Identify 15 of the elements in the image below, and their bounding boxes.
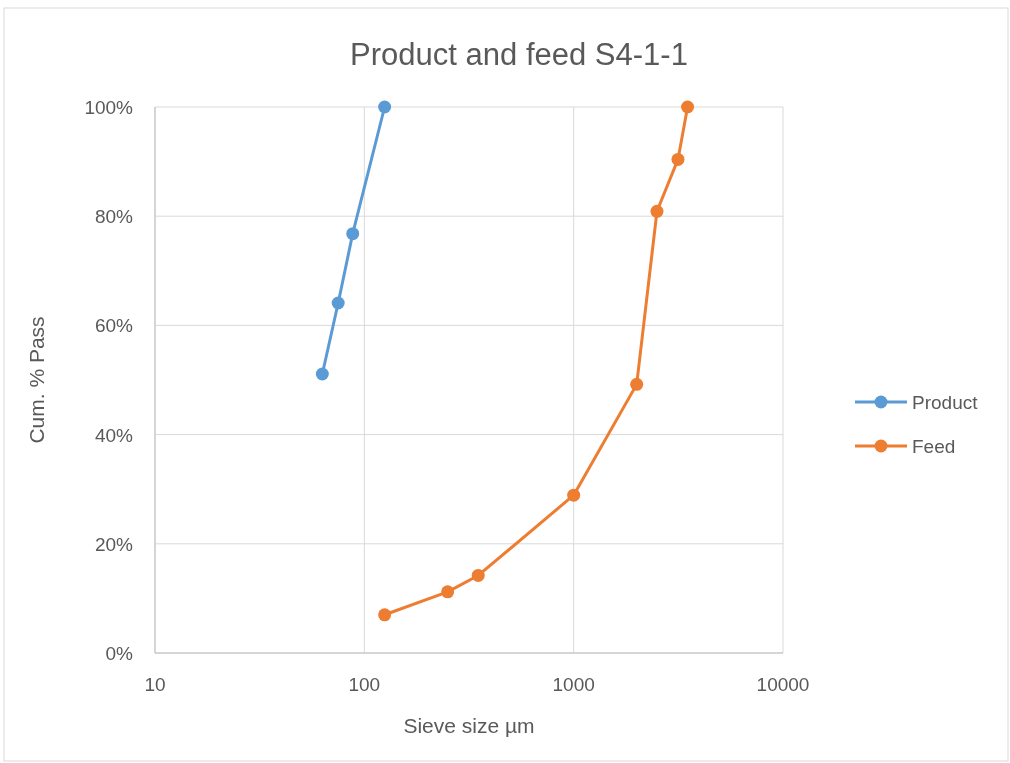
y-tick-label: 60% xyxy=(94,315,134,337)
y-tick-label: 80% xyxy=(94,206,134,228)
chart-title: Product and feed S4-1-1 xyxy=(350,37,688,72)
legend-label: Product xyxy=(912,392,979,413)
y-axis-title: Cum. % Pass xyxy=(25,316,48,444)
x-tick-label: 10000 xyxy=(756,674,810,695)
legend-label: Feed xyxy=(912,436,956,457)
x-tick-label: 10 xyxy=(144,674,166,695)
x-tick-label: 1000 xyxy=(552,674,595,695)
y-tick-label: 20% xyxy=(94,533,134,555)
y-tick-label: 40% xyxy=(94,424,134,446)
y-tick-label: 100% xyxy=(84,97,134,118)
y-tick-label: 0% xyxy=(105,643,134,664)
x-axis-title: Sieve size µm xyxy=(403,714,535,737)
x-tick-label: 100 xyxy=(348,674,381,695)
